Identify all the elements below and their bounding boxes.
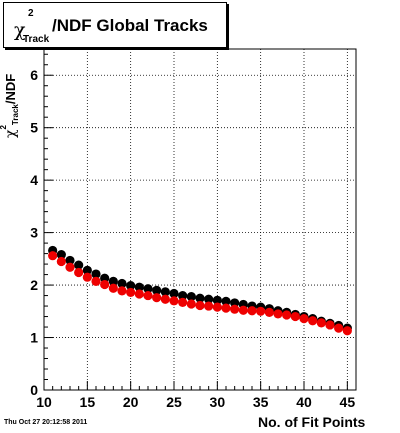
title-box: χ 2 Track /NDF Global Tracks [3,2,227,48]
x-tick-label: 15 [80,394,96,410]
data-point-series-2 [256,306,266,316]
data-point-series-2 [282,310,292,320]
data-point-series-1 [160,287,170,297]
data-point-series-2 [342,326,352,336]
data-point-series-2 [325,320,335,330]
data-point-series-2 [160,294,170,304]
data-point-series-1 [82,265,92,275]
y-axis-label-superscript: 2 [0,125,8,129]
data-point-series-2 [290,311,300,322]
y-tick-label: 0 [30,382,38,398]
x-tick-label: 10 [36,394,52,410]
data-point-series-2 [143,290,153,301]
data-point-series-2 [238,305,248,315]
data-point-series-1 [117,278,127,289]
data-point-series-2 [204,301,214,311]
data-point-series-2 [195,300,205,311]
data-point-series-2 [91,276,101,287]
timestamp-footer: Thu Oct 27 20:12:58 2011 [4,419,88,426]
data-point-series-2 [74,267,84,278]
data-point-series-2 [316,318,326,328]
data-point-series-1 [65,255,75,266]
data-point-series-2 [108,283,118,293]
data-point-series-1 [212,295,222,305]
y-tick-label: 6 [30,67,38,83]
data-point-series-2 [221,303,231,313]
y-axis-label-text: /NDF [3,73,18,105]
data-point-series-2 [299,314,309,324]
y-tick-label: 3 [30,225,38,241]
plot-frame [43,48,357,391]
title-superscript: 2 [28,8,34,19]
data-point-series-2 [308,316,318,326]
grid-lines [44,49,356,390]
data-point-series-1 [108,276,118,287]
y-tick-label: 2 [30,277,38,293]
data-point-series-1 [169,288,179,299]
data-point-series-2 [134,289,144,299]
data-point-series-2 [334,323,344,333]
data-point-series-2 [65,262,75,272]
data-point-series-2 [186,299,196,309]
data-point-series-1 [186,292,196,302]
data-point-series-2 [82,272,92,282]
data-point-series-2 [273,309,283,319]
y-axis-label-symbol: χ [3,129,19,138]
data-point-series-1 [230,298,240,308]
data-point-series-2 [178,297,188,307]
data-point-series-1 [195,293,205,303]
data-point-series-2 [152,293,162,303]
data-point-series-1 [178,290,188,301]
data-point-series-1 [74,260,84,270]
y-tick-label: 4 [30,172,38,188]
data-point-series-2 [117,286,127,296]
data-point-series-2 [48,251,58,261]
chart-title: /NDF Global Tracks [52,16,208,35]
y-tick-label: 5 [30,120,38,136]
data-point-series-1 [100,273,110,283]
title-subscript: Track [23,34,50,45]
data-point-series-1 [126,281,136,291]
data-point-series-1 [221,296,231,306]
x-axis-label: No. of Fit Points [258,414,366,430]
data-point-series-1 [204,294,214,304]
data-point-series-2 [230,304,240,314]
data-point-series-2 [264,307,274,317]
data-point-series-1 [91,269,101,279]
x-tick-label: 45 [340,394,356,410]
data-point-series-2 [169,296,179,306]
data-points [48,245,352,336]
data-point-series-1 [143,284,153,294]
y-tick-label: 1 [30,330,38,346]
title-chi-symbol: χ [14,19,26,41]
axis-ticks [43,53,348,391]
x-tick-label: 35 [253,394,269,410]
data-point-series-1 [134,282,144,292]
data-point-series-1 [152,285,162,295]
data-point-series-1 [56,250,66,260]
data-point-series-2 [126,287,136,298]
x-tick-label: 25 [166,394,182,410]
data-point-series-2 [247,306,257,316]
x-tick-label: 40 [296,394,312,410]
x-tick-label: 20 [123,394,139,410]
data-point-series-2 [100,279,110,290]
data-point-series-2 [212,302,222,312]
y-axis-label-subscript: Track [11,104,20,126]
data-point-series-2 [56,256,66,267]
x-tick-label: 30 [210,394,226,410]
